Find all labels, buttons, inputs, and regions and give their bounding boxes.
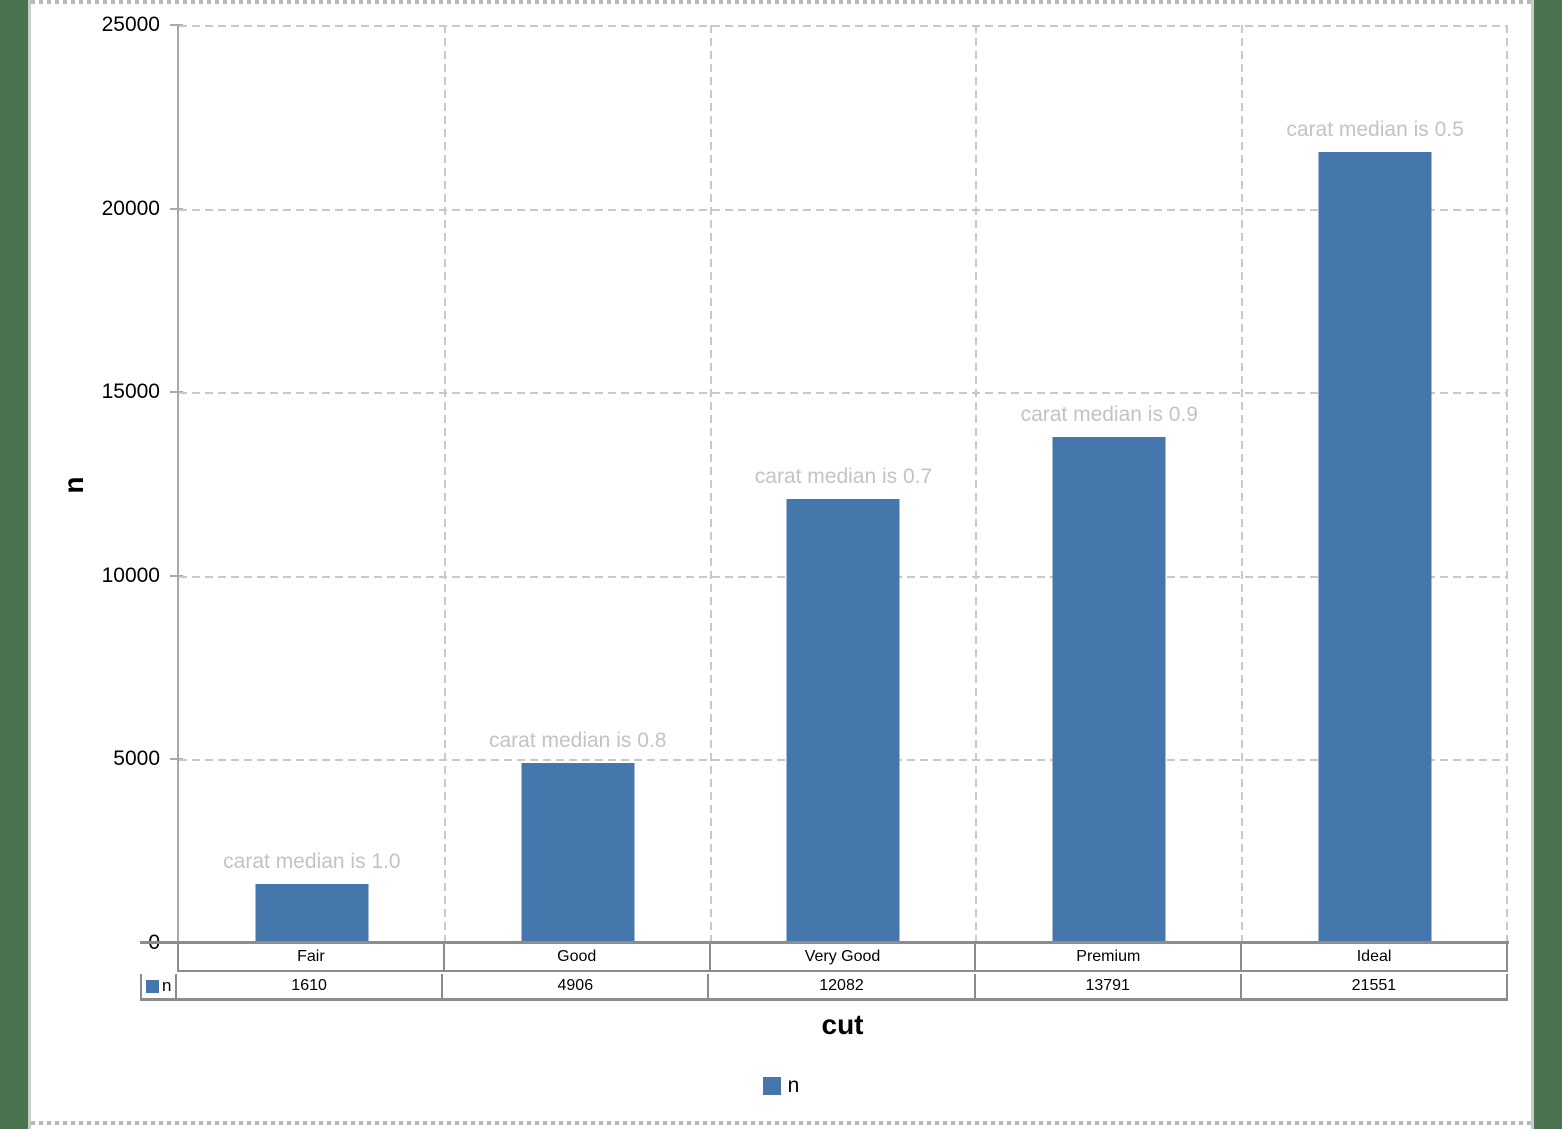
- bar-annotation: carat median is 0.7: [754, 465, 933, 489]
- table-header-cell: Ideal: [1240, 944, 1506, 970]
- table-header-cell: Fair: [297, 948, 325, 965]
- legend-swatch-icon: [762, 1077, 781, 1095]
- app-background-right: [1534, 0, 1562, 1129]
- frame-divider-left: [28, 0, 31, 1129]
- table-value-cell: 4906: [441, 974, 707, 998]
- legend[interactable]: n: [0, 1071, 1562, 1101]
- bar-annotation: carat median is 1.0: [223, 849, 401, 873]
- y-tick-label: 15000: [101, 380, 160, 404]
- y-tick-mark: [170, 574, 183, 577]
- y-tick-label: 25000: [101, 13, 160, 36]
- series-key-label: n: [162, 976, 172, 995]
- y-tick-mark: [170, 758, 183, 761]
- bar-fair[interactable]: [255, 883, 369, 943]
- y-tick-label: 20000: [101, 196, 160, 220]
- gridline-vertical: [1506, 25, 1508, 943]
- bar-annotation: carat median is 0.5: [1286, 117, 1464, 141]
- legend-key-cell[interactable]: n: [142, 974, 177, 998]
- category-slot-ideal: carat median is 0.5: [1242, 25, 1508, 943]
- data-table-header-row: Fair Good Very Good Premium Ideal: [177, 944, 1508, 972]
- gridline-horizontal: [179, 208, 1508, 211]
- gridline-horizontal: [179, 392, 1508, 395]
- bar-ideal[interactable]: [1318, 151, 1432, 943]
- x-axis-line: [140, 941, 1509, 944]
- app-background-left: [0, 0, 28, 1129]
- bar-annotation: carat median is 0.9: [1020, 402, 1198, 426]
- table-header-cell: Good: [442, 944, 709, 970]
- selection-border-bottom: [31, 1121, 1531, 1125]
- x-axis-title: cut: [821, 1009, 864, 1040]
- gridline-horizontal: [179, 25, 1508, 27]
- bar-good[interactable]: [521, 762, 635, 943]
- legend-label: n: [787, 1074, 800, 1097]
- y-tick-mark: [170, 24, 183, 26]
- table-value-cell: 12082: [707, 974, 973, 998]
- category-slot-good: carat median is 0.8: [445, 25, 711, 943]
- table-value-cell: 13791: [973, 974, 1240, 998]
- frame-divider-right: [1531, 0, 1534, 1129]
- series-swatch-icon: [146, 979, 159, 993]
- y-tick-mark: [170, 391, 183, 394]
- category-slot-very-good: carat median is 0.7: [711, 25, 977, 943]
- bar-premium[interactable]: [1052, 436, 1166, 943]
- table-header-cell: Premium: [974, 944, 1240, 970]
- gridline-vertical: [975, 25, 978, 943]
- gridline-vertical: [443, 25, 446, 943]
- gridline-vertical: [709, 25, 712, 943]
- data-table-value-row: n 1610 4906 12082 13791 21551: [140, 974, 1508, 1001]
- plot-area: carat median is 1.0 carat median is 0.8 …: [177, 25, 1508, 943]
- bar-annotation: carat median is 0.8: [488, 728, 667, 752]
- bar-very-good[interactable]: [786, 499, 900, 943]
- y-tick-label: 10000: [101, 563, 160, 587]
- category-slot-fair: carat median is 1.0: [179, 25, 445, 943]
- y-tick-mark: [170, 207, 183, 210]
- category-slot-premium: carat median is 0.9: [976, 25, 1242, 943]
- selection-border-top: [31, 0, 1531, 4]
- table-value-cell: 1610: [291, 977, 327, 994]
- table-header-cell: Very Good: [708, 944, 975, 970]
- y-tick-label: 5000: [113, 747, 160, 771]
- y-axis-title: n: [58, 476, 89, 494]
- table-value-cell: 21551: [1239, 974, 1506, 998]
- gridline-vertical: [1241, 25, 1244, 943]
